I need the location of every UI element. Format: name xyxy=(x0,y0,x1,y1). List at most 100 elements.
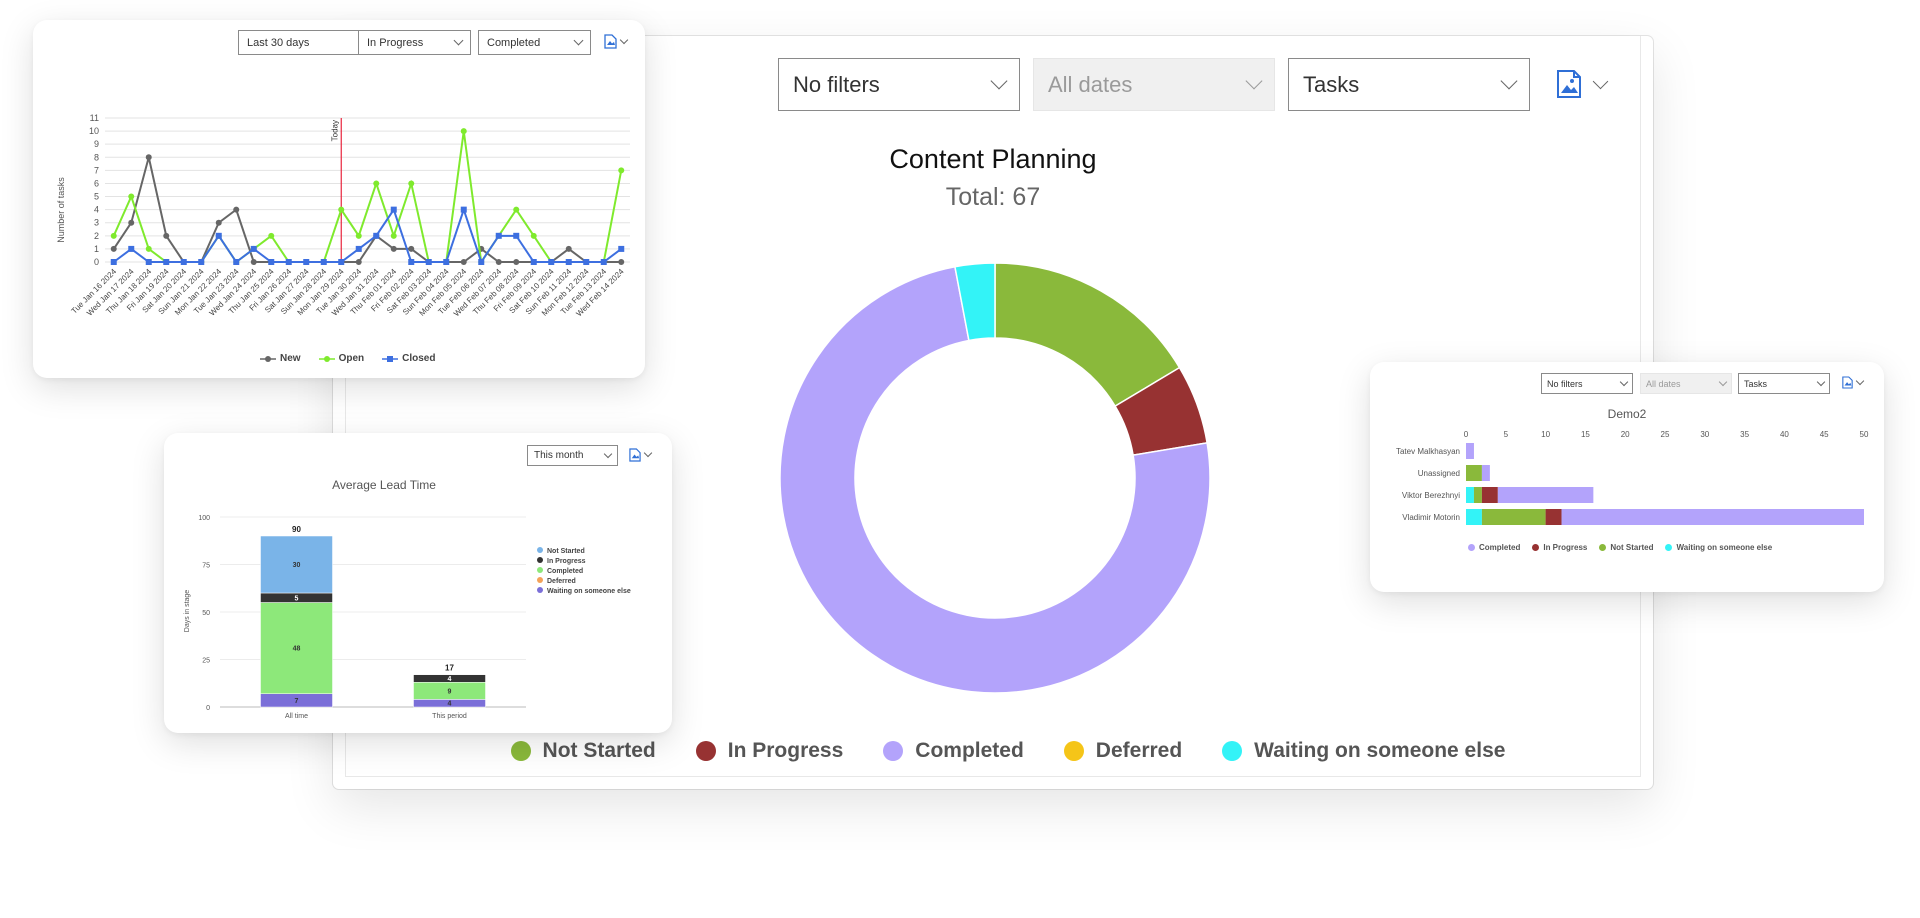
legend-label: Closed xyxy=(402,353,436,364)
x-tick-label: 30 xyxy=(1700,430,1709,439)
bar-segment xyxy=(1561,509,1864,525)
bar-segment xyxy=(1481,465,1490,481)
filter-select[interactable]: No filters xyxy=(1541,373,1633,394)
data-label: 4 xyxy=(448,701,452,708)
donut-legend: Not Started In Progress Completed Deferr… xyxy=(508,739,1508,763)
point-closed xyxy=(443,259,450,265)
point-closed xyxy=(110,259,117,265)
y-tick-label: 25 xyxy=(202,658,210,665)
point-open xyxy=(408,180,415,187)
point-closed xyxy=(373,232,380,239)
x-tick-label: 20 xyxy=(1621,430,1630,439)
legend-item-closed[interactable]: Closed xyxy=(382,353,435,364)
legend-item-not-started[interactable]: Not Started xyxy=(510,739,656,763)
legend-label: Completed xyxy=(1479,543,1521,552)
data-label: 7 xyxy=(295,698,299,705)
date-select[interactable]: All dates xyxy=(1033,58,1275,111)
y-tick-label: Vladimir Motorin xyxy=(1402,513,1460,522)
legend-item-new[interactable]: New xyxy=(260,353,301,364)
legend-item-in-progress[interactable]: In Progress xyxy=(695,739,843,763)
x-tick-label: 35 xyxy=(1740,430,1749,439)
x-tick-label: 0 xyxy=(1464,430,1469,439)
status-from-select[interactable]: In Progress xyxy=(358,30,471,55)
chart-total: Total: 67 xyxy=(945,183,1041,211)
bar-segment xyxy=(1466,465,1482,481)
legend-marker xyxy=(1468,544,1475,551)
date-select[interactable]: All dates xyxy=(1640,373,1732,394)
data-label: 4 xyxy=(448,676,452,683)
legend-label: Deferred xyxy=(1095,739,1183,762)
point-new xyxy=(618,259,625,265)
demo2-card: No filters All dates Tasks Demo2 0 5 10 15 2… xyxy=(1370,362,1884,592)
line-legend: New Open Closed xyxy=(260,353,435,364)
lead-time-period-select[interactable]: This month xyxy=(527,445,618,466)
y-tick-label: 75 xyxy=(202,563,210,570)
file-export-icon xyxy=(604,34,617,49)
legend-label: Completed xyxy=(915,739,1024,762)
point-closed xyxy=(338,259,345,265)
chevron-down-icon xyxy=(990,72,1008,90)
type-select[interactable]: Tasks xyxy=(1288,58,1530,111)
point-closed xyxy=(320,259,327,265)
point-new xyxy=(565,245,572,252)
legend-marker xyxy=(537,557,543,563)
legend-item-deferred[interactable]: Deferred xyxy=(537,577,631,587)
date-select-value: All dates xyxy=(1048,71,1133,97)
y-tick-label: 0 xyxy=(94,257,99,267)
point-closed xyxy=(565,259,572,265)
legend-item-waiting[interactable]: Waiting on someone else xyxy=(1665,543,1772,552)
total-label: 17 xyxy=(445,664,454,673)
legend-item-deferred[interactable]: Deferred xyxy=(1063,739,1183,763)
legend-marker xyxy=(318,355,335,362)
export-button[interactable] xyxy=(1555,69,1609,99)
status-to-select[interactable]: Completed xyxy=(478,30,591,55)
demo2-legend: Completed In Progress Not Started Waitin… xyxy=(1468,543,1772,552)
legend-item-open[interactable]: Open xyxy=(318,353,364,364)
y-tick-label: 1 xyxy=(94,244,99,254)
point-closed xyxy=(268,259,275,265)
legend-label: Deferred xyxy=(547,578,576,585)
legend-item-not-started[interactable]: Not Started xyxy=(537,547,631,557)
legend-item-waiting[interactable]: Waiting on someone else xyxy=(1222,739,1505,763)
point-new xyxy=(145,154,152,161)
point-open xyxy=(128,193,135,200)
y-tick-label: Unassigned xyxy=(1418,469,1460,478)
filter-select[interactable]: No filters xyxy=(778,58,1020,111)
bar-segment xyxy=(260,602,333,694)
data-label: 5 xyxy=(295,595,299,602)
x-tick-label: 15 xyxy=(1581,430,1590,439)
legend-marker xyxy=(1665,544,1673,551)
export-button[interactable] xyxy=(629,448,653,462)
point-open xyxy=(355,232,362,239)
x-tick-label: This period xyxy=(432,713,467,720)
legend-item-waiting[interactable]: Waiting on someone else xyxy=(537,587,631,597)
point-closed xyxy=(128,245,135,252)
data-label: 9 xyxy=(448,688,452,695)
point-closed xyxy=(390,206,397,213)
point-closed xyxy=(425,259,432,265)
bar-segment xyxy=(260,535,333,594)
legend-item-completed[interactable]: Completed xyxy=(883,739,1024,763)
point-new xyxy=(215,219,222,226)
legend-item-completed[interactable]: Completed xyxy=(1468,543,1520,552)
point-closed xyxy=(618,245,625,252)
type-select-value: Tasks xyxy=(1744,378,1768,389)
export-button[interactable] xyxy=(1842,376,1865,389)
x-tick-label: 40 xyxy=(1780,430,1789,439)
chevron-down-icon xyxy=(1592,73,1609,89)
total-label: 90 xyxy=(292,525,301,534)
bar-segment xyxy=(1481,509,1546,525)
legend-item-in-progress[interactable]: In Progress xyxy=(537,557,631,567)
export-button[interactable] xyxy=(604,34,629,49)
point-closed xyxy=(250,245,257,252)
point-new xyxy=(128,219,135,226)
legend-item-in-progress[interactable]: In Progress xyxy=(1532,543,1587,552)
bar-segment xyxy=(1473,487,1482,503)
point-closed xyxy=(180,259,187,265)
legend-item-not-started[interactable]: Not Started xyxy=(1599,543,1653,552)
y-tick-label: 6 xyxy=(94,178,99,188)
legend-item-completed[interactable]: Completed xyxy=(537,567,631,577)
point-closed xyxy=(495,232,502,239)
point-new xyxy=(495,259,502,265)
type-select[interactable]: Tasks xyxy=(1738,373,1830,394)
